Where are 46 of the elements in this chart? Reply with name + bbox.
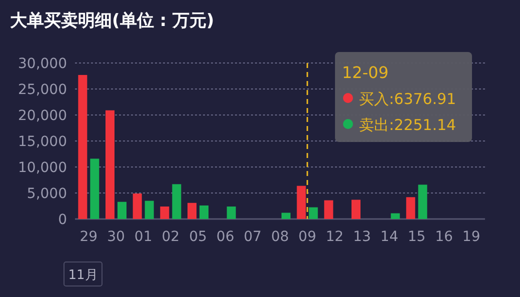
- bar: [418, 184, 428, 219]
- bar: [226, 206, 236, 219]
- x-tick-label: 05: [189, 229, 207, 245]
- x-tick-label: 12: [326, 229, 344, 245]
- y-tick-label: 5,000: [26, 186, 67, 202]
- y-tick-label: 20,000: [18, 108, 67, 124]
- x-tick-label: 14: [380, 229, 398, 245]
- bar: [106, 110, 114, 219]
- x-tick-label: 08: [271, 229, 289, 245]
- x-tick-label: 15: [408, 229, 426, 245]
- y-tick-label: 10,000: [18, 160, 67, 176]
- bar: [160, 206, 170, 219]
- bar: [188, 202, 196, 219]
- x-tick-label: 01: [134, 229, 152, 245]
- bar: [172, 184, 182, 219]
- x-tick-label: 16: [435, 229, 453, 245]
- bar: [352, 200, 360, 219]
- y-tick-label: 30,000: [18, 56, 67, 72]
- x-tick-label: 02: [162, 229, 180, 245]
- bar: [78, 74, 88, 219]
- legend-label: 买入:6376.91: [359, 90, 456, 108]
- bar: [90, 158, 100, 219]
- bar: [144, 200, 154, 219]
- y-tick-label: 25,000: [18, 82, 67, 98]
- x-tick-label: 09: [298, 229, 316, 245]
- bar: [296, 186, 306, 219]
- y-tick-label: 0: [58, 212, 67, 228]
- bar: [390, 213, 400, 219]
- x-tick-label: 13: [353, 229, 371, 245]
- legend-label: 卖出:2251.14: [359, 116, 456, 134]
- y-tick-label: 15,000: [18, 134, 67, 150]
- bar: [406, 197, 416, 219]
- x-tick-label: 29: [80, 229, 98, 245]
- x-tick-label: 30: [107, 229, 125, 245]
- legend-title: 12-09: [342, 63, 388, 82]
- x-tick-label: 06: [216, 229, 234, 245]
- bar: [324, 200, 334, 219]
- x-tick-label: 07: [244, 229, 262, 245]
- bar: [200, 205, 208, 219]
- text: 11月: [68, 268, 98, 283]
- bar: [132, 194, 142, 219]
- bar: [308, 207, 318, 219]
- bar: [118, 202, 126, 219]
- chart-title: 大单买卖明细(单位 : 万元): [10, 11, 214, 31]
- x-tick-label: 19: [462, 229, 480, 245]
- bar: [282, 212, 290, 219]
